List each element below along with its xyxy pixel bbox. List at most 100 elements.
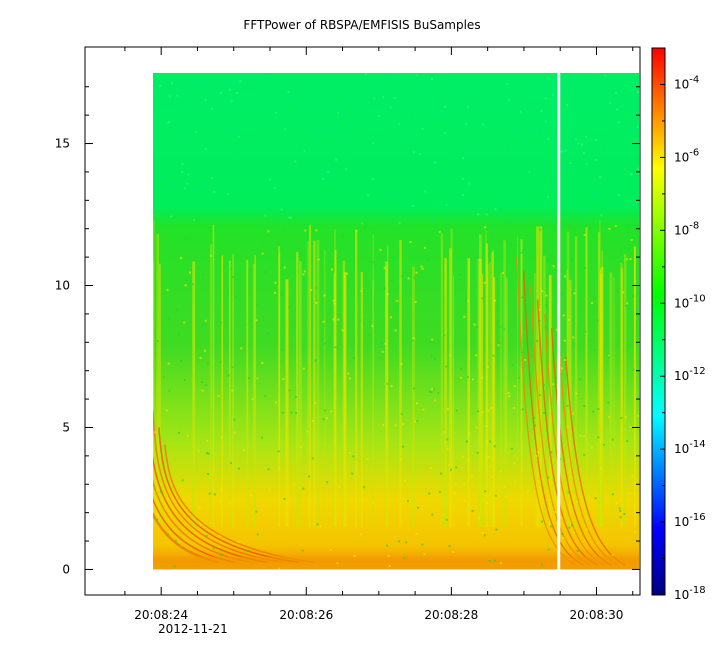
noise-speck (481, 531, 484, 534)
noise-speck (629, 258, 632, 260)
noise-speck (321, 171, 324, 174)
noise-speck (199, 356, 202, 359)
noise-speck (301, 549, 304, 552)
noise-speck (584, 330, 587, 333)
noise-speck (180, 257, 183, 260)
streak (385, 261, 388, 527)
x-axis: 20:08:24 20:08:26 20:08:28 20:08:30 (124, 47, 634, 622)
noise-speck (332, 299, 335, 302)
streak (491, 252, 494, 527)
noise-speck (489, 440, 492, 443)
noise-speck (326, 417, 328, 420)
noise-speck (569, 162, 572, 165)
noise-speck (444, 441, 446, 444)
noise-speck (256, 377, 259, 380)
streak (221, 255, 223, 527)
noise-speck (600, 214, 603, 217)
noise-speck (247, 549, 250, 552)
noise-speck (206, 187, 209, 190)
noise-speck (545, 294, 548, 297)
noise-speck (544, 163, 547, 165)
noise-speck (309, 501, 312, 504)
noise-speck (554, 510, 556, 513)
colorbar-tick-base: 10 (674, 442, 689, 456)
noise-speck (541, 477, 544, 480)
noise-speck (174, 539, 177, 542)
base-band (153, 556, 639, 570)
streak (481, 274, 484, 527)
noise-speck (547, 548, 550, 551)
streak (479, 234, 482, 527)
noise-speck (204, 148, 207, 151)
noise-speck (584, 266, 587, 269)
noise-speck (194, 130, 197, 133)
noise-speck (157, 340, 159, 343)
noise-speck (470, 474, 473, 477)
noise-speck (554, 106, 557, 109)
noise-speck (578, 378, 581, 381)
noise-speck (176, 94, 179, 97)
noise-speck (476, 410, 479, 413)
noise-speck (360, 533, 363, 536)
noise-speck (396, 299, 399, 302)
noise-speck (637, 414, 639, 417)
noise-speck (283, 498, 286, 500)
noise-speck (477, 213, 480, 216)
noise-speck (582, 151, 585, 154)
noise-speck (623, 513, 626, 515)
noise-speck (562, 90, 565, 93)
noise-speck (615, 502, 618, 505)
noise-speck (444, 106, 447, 108)
noise-speck (394, 329, 397, 332)
noise-speck (363, 226, 366, 229)
noise-speck (419, 152, 422, 155)
streak (307, 240, 309, 527)
noise-speck (593, 349, 596, 352)
noise-speck (226, 192, 229, 195)
noise-speck (184, 284, 187, 287)
noise-speck (551, 93, 554, 96)
noise-speck (443, 334, 446, 337)
streak (299, 261, 302, 527)
noise-speck (468, 182, 471, 185)
noise-speck (371, 324, 374, 327)
noise-speck (233, 418, 236, 421)
noise-speck (583, 405, 586, 408)
noise-speck (213, 190, 216, 193)
noise-speck (363, 486, 366, 489)
streak (440, 233, 443, 527)
x-tick-label: 20:08:30 (570, 608, 624, 622)
noise-speck (315, 229, 318, 232)
noise-speck (355, 229, 358, 232)
streak (485, 243, 488, 527)
noise-speck (391, 198, 394, 201)
noise-speck (631, 475, 634, 478)
noise-speck (475, 426, 478, 429)
noise-speck (318, 118, 321, 120)
noise-speck (311, 457, 314, 460)
noise-speck (562, 314, 565, 317)
noise-speck (431, 78, 433, 80)
noise-speck (533, 424, 536, 427)
colorbar-tick-label: 10-10 (674, 293, 706, 310)
noise-speck (594, 158, 597, 161)
noise-speck (242, 448, 245, 451)
streak (212, 224, 215, 527)
noise-speck (334, 346, 337, 349)
noise-speck (499, 325, 502, 328)
noise-speck (482, 123, 485, 126)
y-tick-label: 0 (62, 562, 70, 576)
noise-speck (251, 186, 254, 189)
noise-speck (156, 518, 159, 521)
noise-speck (345, 272, 348, 275)
noise-speck (570, 258, 572, 261)
noise-speck (589, 339, 592, 342)
colorbar-tick-exponent: -8 (689, 220, 699, 231)
noise-speck (168, 95, 171, 98)
noise-speck (431, 513, 434, 516)
noise-speck (319, 525, 322, 528)
noise-speck (284, 128, 287, 131)
noise-speck (170, 215, 173, 218)
noise-speck (327, 171, 330, 173)
streak (520, 239, 523, 527)
